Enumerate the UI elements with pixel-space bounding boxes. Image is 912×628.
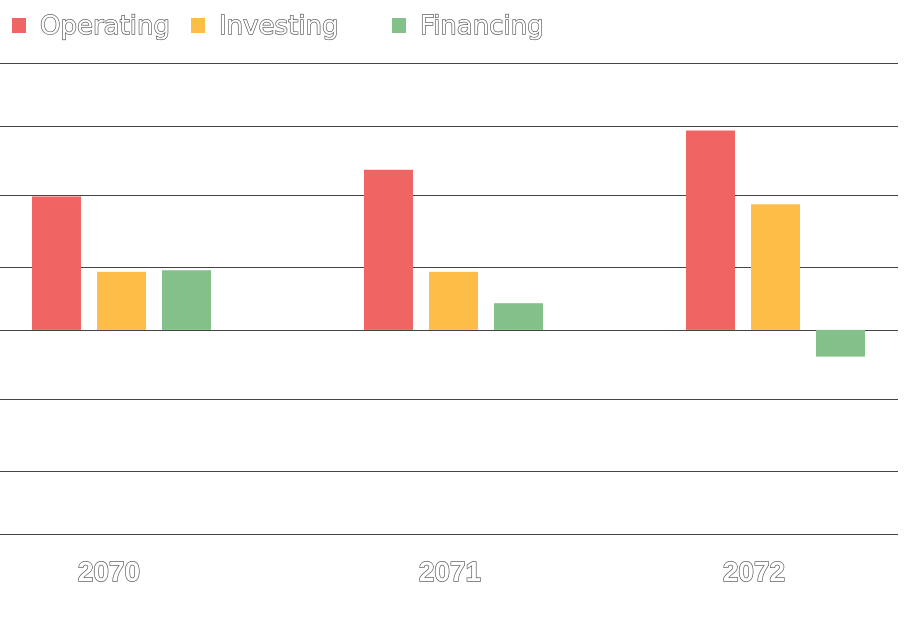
legend-swatch-investing — [191, 18, 205, 33]
bar-investing-2072 — [751, 204, 800, 330]
bar-operating-2072 — [686, 130, 735, 330]
legend-label-financing: Financing — [420, 11, 544, 41]
x-tick-label-2072: 2072 — [723, 556, 785, 587]
x-tick-label-2071: 2071 — [419, 556, 481, 587]
bar-investing-2071 — [429, 271, 478, 330]
x-tick-label-2070: 2070 — [78, 556, 140, 587]
bar-financing-2070 — [162, 270, 211, 330]
bar-operating-2071 — [364, 169, 413, 330]
legend-swatch-financing — [392, 18, 406, 33]
bar-financing-2072 — [816, 329, 865, 357]
bar-investing-2070 — [97, 271, 146, 330]
bar-financing-2071 — [494, 303, 543, 330]
legend-label-operating: Operating — [40, 11, 170, 41]
legend-swatch-operating — [12, 18, 26, 33]
legend-label-investing: Investing — [219, 11, 338, 41]
bar-operating-2070 — [32, 196, 81, 330]
